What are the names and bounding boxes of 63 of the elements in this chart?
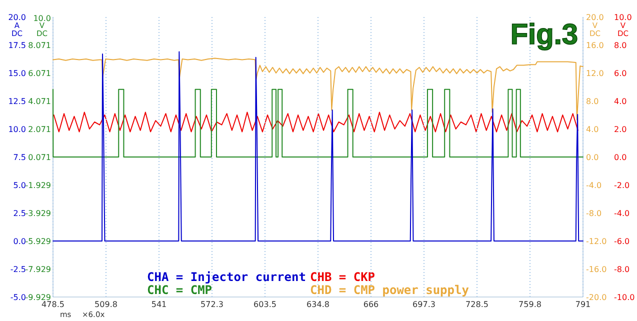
- y3-tick-label: -8.0: [586, 209, 602, 218]
- x-tick-label: 634.8: [306, 300, 330, 309]
- x-tick-label: 541: [151, 300, 167, 309]
- y3-tick-label: 8.0: [586, 97, 599, 106]
- x-tick-label: 509.8: [94, 300, 118, 309]
- y-tick-label: -4.0: [614, 209, 630, 218]
- y-tick-label: -2.5: [10, 265, 26, 274]
- x-tick-label: 603.5: [254, 300, 276, 309]
- y2-tick-label: -7.929: [25, 265, 51, 274]
- y2-tick-label: -9.929: [25, 293, 51, 302]
- y-tick-label: 15.0: [8, 69, 26, 78]
- y-tick-label: 6.0: [614, 69, 627, 78]
- y3-tick-label: -12.0: [586, 237, 607, 246]
- y2-tick-label: -5.929: [25, 237, 51, 246]
- y2-tick-label: 0.071: [28, 153, 51, 162]
- x-tick-label: 666: [363, 300, 379, 309]
- text: CHD = CMP power supply: [310, 283, 469, 297]
- line-series: [53, 112, 578, 132]
- y-tick-label: 10.0: [8, 125, 26, 134]
- y-tick-label: -2.0: [614, 181, 630, 190]
- x-tick-label: 478.5: [42, 300, 64, 309]
- x-tick-label: 697.3: [412, 300, 436, 309]
- y-tick-label: 17.5: [8, 41, 26, 50]
- y3-tick-label: 0.0: [586, 153, 599, 162]
- x-tick-label: 728.5: [466, 300, 488, 309]
- y-tick-label: 5.0: [13, 181, 26, 190]
- y-tick-label: 20.0: [8, 13, 26, 22]
- y3-tick-label: -4.0: [586, 181, 602, 190]
- y3-tick-label: -20.0: [586, 293, 607, 302]
- y-tick-label: 12.5: [8, 97, 26, 106]
- y2-tick-label: -1.929: [25, 181, 51, 190]
- y-tick-label: 7.5: [13, 153, 26, 162]
- y2-tick-label: 10.0: [33, 14, 51, 23]
- y2-tick-label: 6.071: [28, 69, 51, 78]
- y-tick-label: 0.0: [13, 237, 26, 246]
- y2-tick-label: 8.071: [28, 41, 51, 50]
- chart-title: Fig.3: [510, 19, 578, 51]
- text: CHB = CKP: [310, 270, 376, 284]
- y3-tick-label: 16.0: [586, 41, 604, 50]
- line-series: [52, 51, 584, 242]
- y3-tick-label: -16.0: [586, 265, 607, 274]
- text: CHC = CMP: [147, 283, 212, 297]
- y2-tick-label: 4.071: [28, 97, 51, 106]
- y-tick-label: 10.0: [614, 13, 632, 22]
- y-tick-label: 2.5: [13, 209, 26, 218]
- y-tick-label: 8.0: [614, 41, 627, 50]
- y2-tick-label: 2.071: [28, 125, 51, 134]
- line-series: [52, 58, 584, 120]
- text: CHA = Injector current: [147, 270, 306, 284]
- y-tick-label: -6.0: [614, 237, 630, 246]
- x-tick-label: 572.3: [200, 300, 224, 309]
- y-tick-label: 4.0: [614, 97, 627, 106]
- y3-tick-label: 4.0: [586, 125, 599, 134]
- y-tick-label: -5.0: [10, 293, 26, 302]
- y-tick-label: -8.0: [614, 265, 630, 274]
- y-tick-label: 0.0: [614, 153, 627, 162]
- y2-tick-label: -3.929: [25, 209, 51, 218]
- y3-tick-label: 12.0: [586, 69, 604, 78]
- y-tick-label: 2.0: [614, 125, 627, 134]
- y-tick-label: -10.0: [614, 293, 635, 302]
- x-tick-label: 791: [575, 300, 591, 309]
- x-tick-label: 759.8: [518, 300, 542, 309]
- y3-tick-label: 20.0: [586, 13, 604, 22]
